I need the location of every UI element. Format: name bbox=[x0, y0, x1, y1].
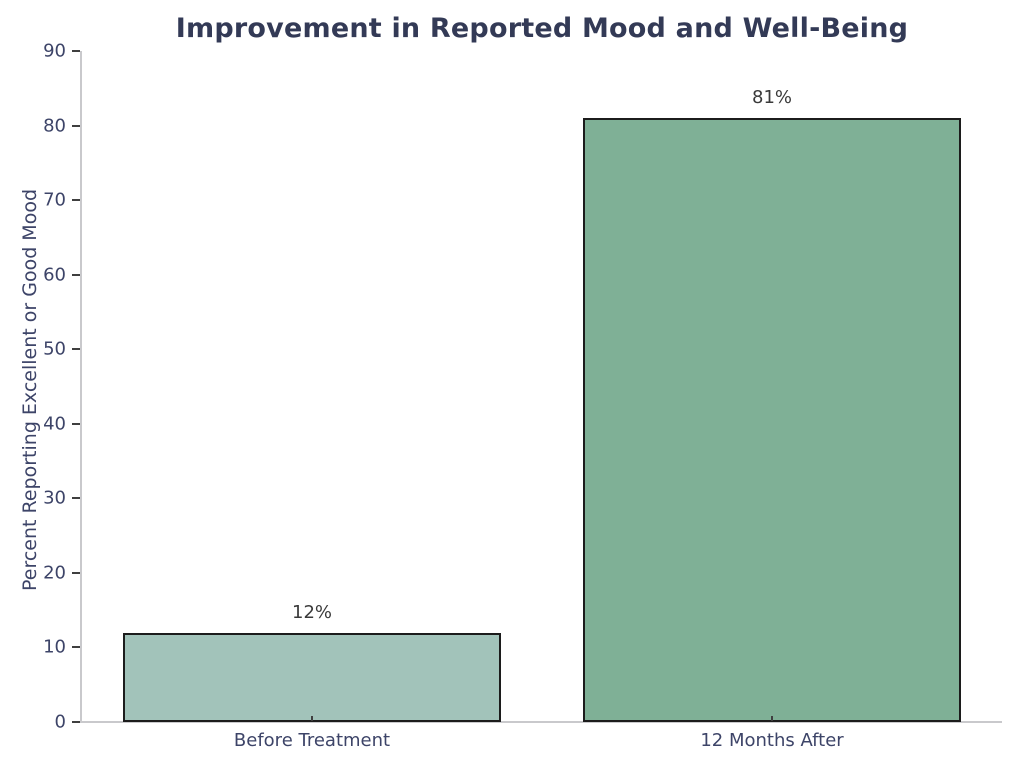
y-tick-label: 40 bbox=[43, 413, 66, 435]
y-tick-label: 60 bbox=[43, 264, 66, 286]
y-tick-mark bbox=[72, 348, 80, 351]
y-tick-mark bbox=[72, 497, 80, 500]
y-tick-label: 50 bbox=[43, 338, 66, 360]
y-tick-label: 0 bbox=[54, 711, 66, 733]
x-axis-spine bbox=[80, 721, 1002, 723]
y-tick-mark bbox=[72, 422, 80, 425]
x-tick-mark bbox=[771, 716, 773, 721]
bar-1 bbox=[123, 632, 501, 722]
y-tick-label: 30 bbox=[43, 487, 66, 509]
y-tick-mark bbox=[72, 199, 80, 202]
y-tick-mark bbox=[72, 571, 80, 574]
y-tick-mark bbox=[72, 273, 80, 276]
y-tick-mark bbox=[72, 50, 80, 52]
y-tick-label: 80 bbox=[43, 115, 66, 137]
bar-2 bbox=[583, 118, 961, 722]
y-tick-label: 90 bbox=[43, 40, 66, 62]
y-tick-label: 10 bbox=[43, 636, 66, 658]
y-axis-label: Percent Reporting Excellent or Good Mood bbox=[19, 188, 41, 592]
y-tick-mark bbox=[72, 646, 80, 649]
bar-value-label: 81% bbox=[751, 87, 793, 109]
x-category-label: Before Treatment bbox=[233, 730, 391, 751]
plot-area: 0 10 20 30 40 50 60 70 80 90 12% Before Treatment 8… bbox=[43, 41, 1002, 751]
bar-value-label: 12% bbox=[291, 601, 333, 623]
y-tick-label: 70 bbox=[43, 189, 66, 211]
y-tick-mark bbox=[72, 721, 80, 723]
x-category-label: 12 Months After bbox=[700, 730, 844, 751]
chart-title: Improvement in Reported Mood and Well-Be… bbox=[175, 13, 909, 44]
y-axis-spine bbox=[80, 51, 82, 723]
y-tick-label: 20 bbox=[43, 562, 66, 584]
x-tick-mark bbox=[311, 716, 313, 721]
y-tick-mark bbox=[72, 124, 80, 127]
